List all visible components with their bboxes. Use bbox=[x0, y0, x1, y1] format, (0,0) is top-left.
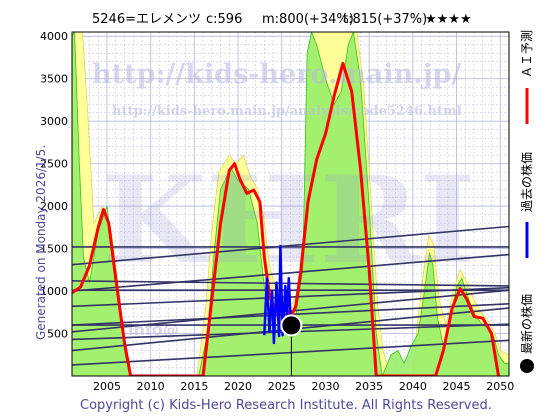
x-tick-label: 2015 bbox=[180, 380, 208, 393]
grid bbox=[72, 32, 509, 376]
watermark-url: http://kids-hero.main.jp/ bbox=[92, 59, 461, 90]
past-price-line bbox=[263, 244, 293, 345]
legend-ai-label: ＡＩ予測 bbox=[520, 30, 534, 78]
latest-price-marker bbox=[280, 314, 303, 337]
generated-date-label: Generated on Monday 2026/1/5. bbox=[34, 145, 48, 340]
header-code-name: 5246=エレメンツ bbox=[92, 12, 201, 27]
legend-past-price: 過去の株価 bbox=[519, 152, 534, 258]
trend-line bbox=[72, 339, 509, 366]
x-axis-ticks: 2005 2010 2015 2020 2025 2030 2035 2040 2045 2050 bbox=[93, 380, 514, 393]
trend-line bbox=[72, 253, 509, 292]
x-tick-label: 2035 bbox=[355, 380, 383, 393]
green-band-area bbox=[72, 32, 509, 376]
x-tick-label: 2030 bbox=[311, 380, 339, 393]
watermark-logo: KHRI bbox=[102, 150, 476, 291]
legend-latest-label: 最新の株価 bbox=[519, 294, 534, 354]
plot-frame bbox=[71, 31, 510, 377]
header-mid-price: m:800(+34%) bbox=[262, 12, 354, 27]
y-axis-ticks: 500 1000 1500 2000 2500 3000 3500 4000 bbox=[40, 30, 68, 340]
x-tick-label: 2025 bbox=[268, 380, 296, 393]
copyright-text: Copyright (c) Kids-Hero Research Institu… bbox=[80, 398, 492, 413]
legend: ＡＩ予測 過去の株価 最新の株価 bbox=[519, 30, 534, 373]
watermarks: KHRI http://kids-hero.main.jp/ http://ki… bbox=[92, 59, 476, 339]
watermark-page-url: http://kids-hero.main.jp/analysis/code52… bbox=[112, 104, 462, 119]
trend-line bbox=[72, 225, 509, 266]
header-current-price: c:596 bbox=[206, 12, 242, 27]
trend-line bbox=[72, 280, 509, 287]
x-tick-label: 2045 bbox=[443, 380, 471, 393]
y-tick-label: 2500 bbox=[40, 158, 68, 171]
x-tick-label: 2010 bbox=[137, 380, 165, 393]
y-tick-label: 500 bbox=[47, 328, 68, 341]
y-tick-label: 3000 bbox=[40, 115, 68, 128]
legend-past-label: 過去の株価 bbox=[519, 152, 534, 212]
x-tick-label: 2020 bbox=[224, 380, 252, 393]
legend-latest-price: 最新の株価 bbox=[519, 294, 534, 373]
header-target-price: t:815(+37%) bbox=[343, 12, 427, 27]
y-tick-label: 3500 bbox=[40, 73, 68, 86]
y-tick-label: 1000 bbox=[40, 285, 68, 298]
legend-ai-forecast: ＡＩ予測 bbox=[520, 30, 534, 124]
header-rating-stars: ★★★★ bbox=[425, 12, 472, 27]
legend-latest-swatch bbox=[520, 359, 534, 373]
x-tick-label: 2005 bbox=[93, 380, 121, 393]
x-tick-label: 2040 bbox=[399, 380, 427, 393]
y-tick-label: 2000 bbox=[40, 200, 68, 213]
x-tick-label: 2050 bbox=[486, 380, 514, 393]
y-tick-label: 1500 bbox=[40, 243, 68, 256]
y-tick-label: 4000 bbox=[40, 30, 68, 43]
